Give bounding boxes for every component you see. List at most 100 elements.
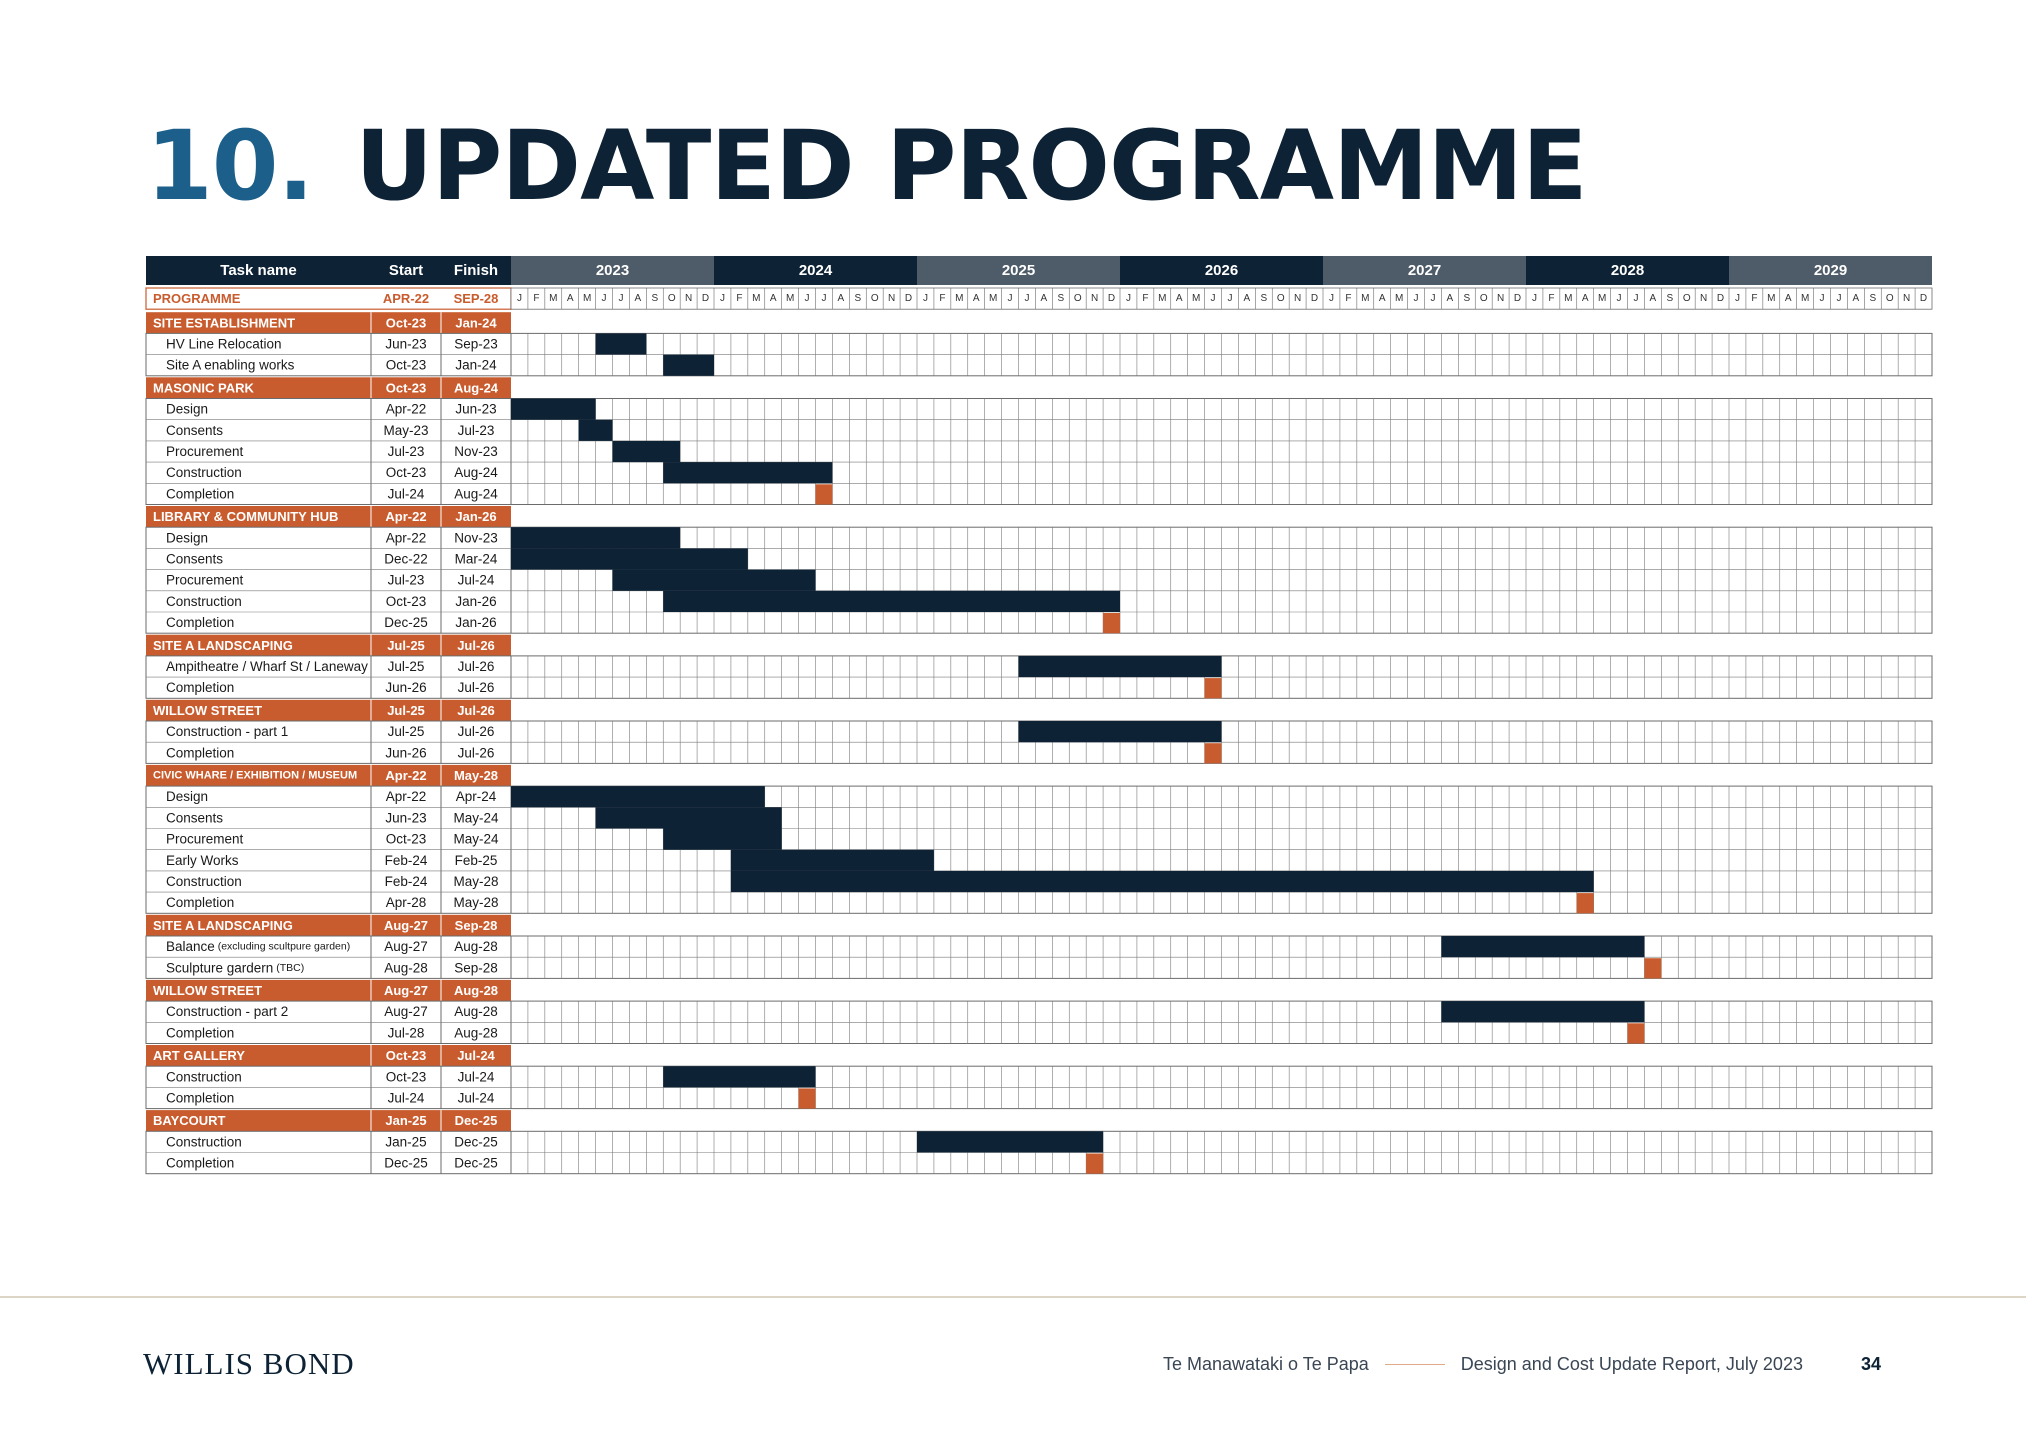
milestone-marker [815, 484, 833, 505]
milestone-marker [1103, 613, 1120, 634]
milestone-name: Sculpture gardern (TBC) [166, 960, 304, 975]
month-letter: S [651, 293, 658, 304]
task-start: Dec-22 [384, 552, 428, 567]
month-letter: M [786, 293, 794, 304]
milestone-marker [1204, 743, 1222, 764]
task-note: (excluding scultpure garden) [215, 941, 350, 953]
task-finish: May-24 [453, 810, 499, 825]
month-letter: A [1785, 293, 1792, 304]
section-number: 10. [146, 110, 314, 222]
month-letter: O [871, 293, 879, 304]
task-start: Oct-23 [386, 465, 427, 480]
task-start: Jun-23 [385, 810, 426, 825]
task-bar [1441, 1001, 1645, 1023]
page-number: 34 [1860, 1354, 1881, 1374]
group-finish: Sep-28 [455, 918, 498, 933]
month-letter: A [567, 293, 574, 304]
year-label: 2027 [1408, 262, 1441, 279]
task-name: Construction [166, 1134, 242, 1149]
month-letter: J [1532, 293, 1537, 304]
task-finish: Dec-25 [454, 1156, 498, 1171]
programme-start: APR-22 [383, 291, 429, 306]
task-name: Consents [166, 810, 223, 825]
group-row-bg [146, 1110, 511, 1132]
group-start: Oct-23 [386, 1048, 426, 1063]
footer-project: Te Manawataki o Te Papa [1162, 1354, 1369, 1374]
month-letter: S [1260, 293, 1267, 304]
month-letter: A [1176, 293, 1183, 304]
task-name: Consents [166, 552, 223, 567]
group-row-bg [146, 764, 511, 787]
task-bar [578, 419, 613, 441]
group-finish: Jan-24 [455, 315, 497, 330]
group-row-bg [146, 979, 511, 1002]
month-letter: O [1683, 293, 1691, 304]
month-letter: J [1836, 293, 1841, 304]
willis-bond-logo: WILLIS BOND [143, 1346, 355, 1381]
group-finish: Aug-28 [454, 983, 498, 998]
gantt-chart: Task name Start Finish 2023 2024 2025 2026 2027… [145, 256, 1933, 1175]
month-letter: D [1717, 293, 1724, 304]
month-letter: D [1514, 293, 1521, 304]
group-start: Jan-25 [385, 1113, 426, 1128]
month-letter: D [702, 293, 709, 304]
year-header-cell [511, 256, 714, 285]
month-letter: M [1361, 293, 1369, 304]
group-row-bg [146, 914, 511, 936]
task-name: Early Works [166, 853, 239, 868]
task-bar [612, 440, 681, 463]
month-letter: A [1853, 293, 1860, 304]
month-letter: S [1869, 293, 1876, 304]
task-start: Oct-23 [386, 832, 427, 847]
month-letter: F [736, 293, 742, 304]
task-start: Oct-23 [386, 1069, 427, 1084]
year-label: 2024 [799, 262, 833, 279]
task-name: Procurement [166, 444, 244, 459]
month-letter: M [955, 293, 963, 304]
month-letter: J [1211, 293, 1216, 304]
year-label: 2028 [1611, 262, 1644, 279]
group-name: SITE A LANDSCAPING [153, 918, 293, 933]
year-header-cell [1120, 256, 1323, 285]
task-name: Construction [166, 465, 242, 480]
month-letter: J [517, 293, 522, 304]
task-name: Construction - part 2 [166, 1004, 288, 1019]
task-bar [595, 333, 647, 355]
task-name: Balance (excluding scultpure garden) [166, 939, 350, 954]
month-letter: J [821, 293, 826, 304]
task-block-frame [145, 526, 1933, 634]
month-letter: S [1057, 293, 1064, 304]
month-letter: F [1345, 293, 1351, 304]
milestone-name: Completion [166, 895, 234, 910]
task-finish: Jan-26 [455, 594, 496, 609]
month-letter: J [1430, 293, 1435, 304]
task-start: Dec-25 [384, 615, 428, 630]
month-letter: J [602, 293, 607, 304]
group-start: Jul-25 [387, 638, 425, 653]
milestone-marker [1086, 1153, 1104, 1174]
group-start: Aug-27 [384, 918, 428, 933]
group-name: WILLOW STREET [153, 983, 262, 998]
month-letter: D [905, 293, 912, 304]
month-letter: O [1886, 293, 1894, 304]
footer-divider [0, 1296, 2026, 1298]
page-title: 10. UPDATED PROGRAMME [146, 118, 1588, 214]
task-note: (TBC) [273, 962, 304, 974]
task-finish: Aug-28 [454, 1004, 498, 1019]
task-bar [511, 527, 681, 549]
footer-report: Design and Cost Update Report, July 2023 [1460, 1354, 1803, 1374]
milestone-name: Completion [166, 1025, 234, 1040]
task-bar [1018, 721, 1222, 743]
group-name: SITE A LANDSCAPING [153, 638, 293, 653]
task-bar [1441, 936, 1645, 958]
task-finish: Jul-26 [458, 680, 495, 695]
task-finish: Sep-28 [454, 960, 498, 975]
month-letter: J [720, 293, 725, 304]
month-letter: M [1395, 293, 1403, 304]
task-finish: Jul-26 [458, 724, 495, 739]
section-title: UPDATED PROGRAMME [355, 110, 1588, 222]
task-name: Design [166, 789, 208, 804]
task-name: Ampitheatre / Wharf St / Laneway [166, 659, 368, 674]
task-bar [612, 569, 816, 591]
month-letter: N [1903, 293, 1910, 304]
